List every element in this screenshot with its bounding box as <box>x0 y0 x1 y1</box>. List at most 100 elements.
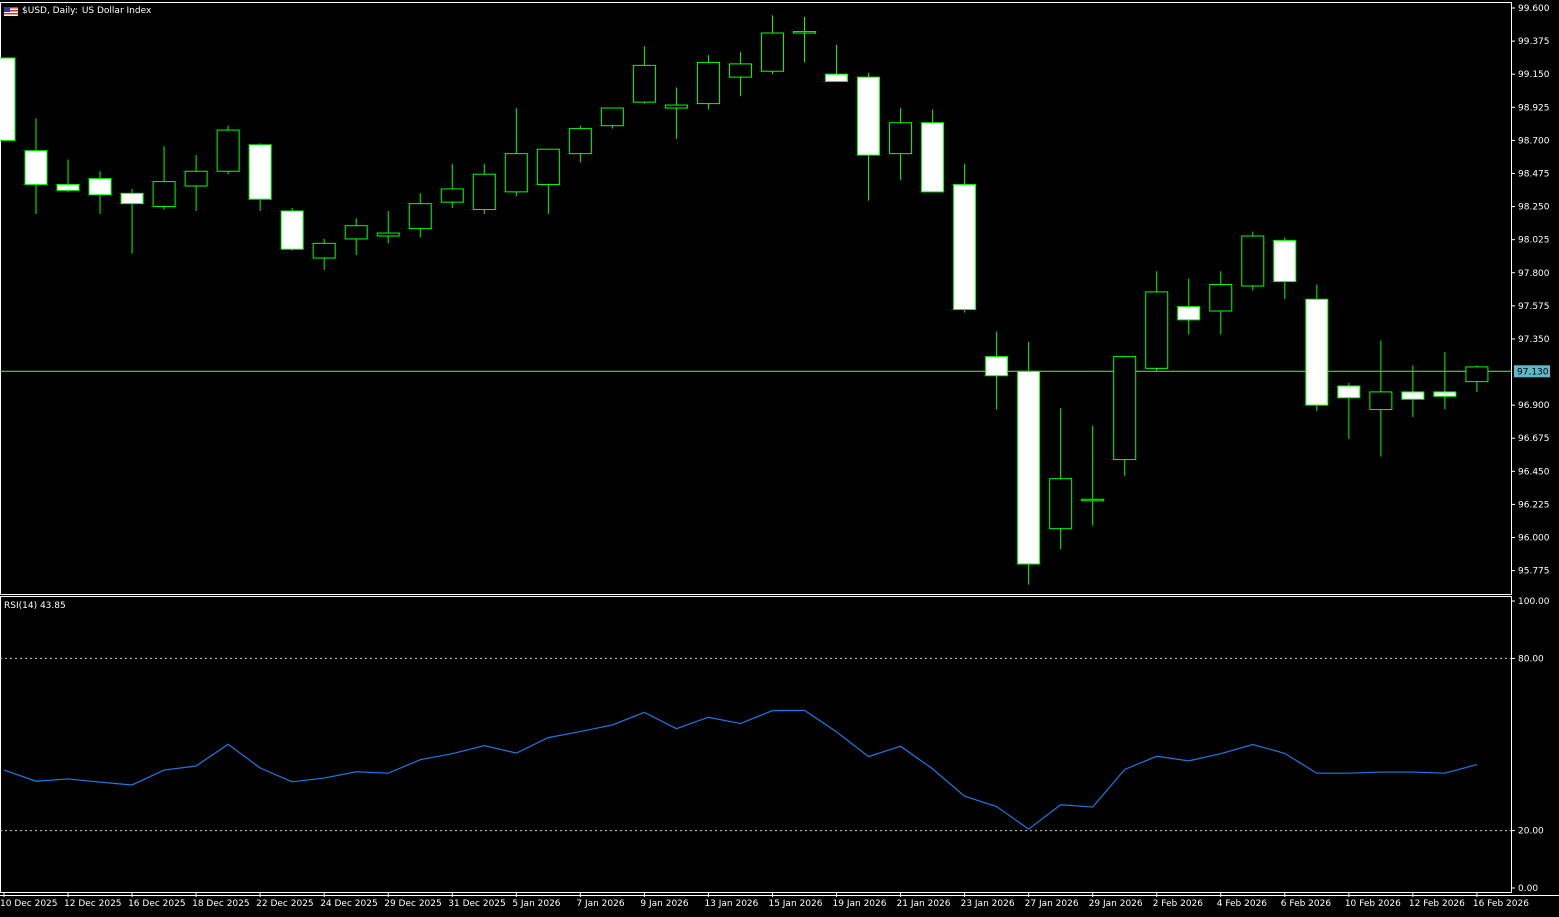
candle-body <box>344 225 368 240</box>
candle-body <box>1465 366 1489 383</box>
candle-body <box>1305 298 1329 406</box>
candle-body <box>985 356 1009 377</box>
time-axis-label: 24 Dec 2025 <box>320 899 378 909</box>
current-price-label: 97.130 <box>1517 367 1549 377</box>
time-axis-label: 22 Dec 2025 <box>256 899 314 909</box>
candle-body <box>88 178 112 196</box>
candle-body <box>953 184 977 311</box>
candle-body <box>120 192 144 205</box>
candle-body <box>408 203 432 230</box>
candle-body <box>1113 356 1137 461</box>
price-axis-label: 98.475 <box>1518 169 1550 179</box>
candle-body <box>728 63 752 78</box>
time-axis-label: 16 Dec 2025 <box>128 899 186 909</box>
price-axis-label: 97.575 <box>1518 302 1550 312</box>
candle-body <box>1145 291 1169 369</box>
price-axis-label: 99.600 <box>1518 4 1550 14</box>
candle-body <box>440 188 464 203</box>
time-axis-label: 7 Jan 2026 <box>576 899 624 909</box>
time-axis-label: 12 Feb 2026 <box>1409 899 1465 909</box>
candle-body <box>152 181 176 208</box>
chart-header: $USD, Daily: US Dollar Index <box>4 6 151 16</box>
candle-body <box>1049 478 1073 530</box>
candle-body <box>1241 235 1265 287</box>
rsi-header: RSI(14) 43.85 <box>4 601 66 611</box>
instrument-name: US Dollar Index <box>81 6 152 16</box>
candle-body <box>568 128 592 155</box>
candle-body <box>760 32 784 72</box>
candle-body <box>793 31 816 34</box>
candle-body <box>1209 284 1233 312</box>
price-axis-label: 98.925 <box>1518 103 1550 113</box>
time-axis-label: 10 Dec 2025 <box>0 899 58 909</box>
rsi-axis-label: 20.00 <box>1518 827 1544 837</box>
time-axis-label: 23 Jan 2026 <box>961 899 1015 909</box>
candle-body <box>312 242 336 259</box>
time-axis-label: 2 Feb 2026 <box>1153 899 1204 909</box>
candle-body <box>1081 498 1105 502</box>
time-axis-label: 13 Jan 2026 <box>704 899 758 909</box>
time-axis-label: 21 Jan 2026 <box>897 899 951 909</box>
candle-body <box>280 210 304 250</box>
rsi-axis-label: 80.00 <box>1518 654 1544 664</box>
time-axis-label: 4 Feb 2026 <box>1217 899 1268 909</box>
price-axis-label: 99.375 <box>1518 37 1550 47</box>
time-axis-label: 18 Dec 2025 <box>192 899 250 909</box>
time-axis-label: 31 Dec 2025 <box>448 899 506 909</box>
current-price-tag <box>1514 365 1550 378</box>
candle-body <box>1017 370 1041 565</box>
price-axis-label: 96.675 <box>1518 434 1550 444</box>
time-axis-label: 5 Jan 2026 <box>512 899 560 909</box>
rsi-pane-frame <box>0 596 1512 893</box>
time-axis-label: 15 Jan 2026 <box>768 899 822 909</box>
price-axis-label: 96.450 <box>1518 467 1550 477</box>
candle-body <box>472 173 496 211</box>
time-axis-label: 10 Feb 2026 <box>1345 899 1401 909</box>
candle-body <box>536 148 560 186</box>
price-axis-label: 96.900 <box>1518 401 1550 411</box>
time-axis-label: 27 Jan 2026 <box>1025 899 1079 909</box>
candle-body <box>248 144 272 200</box>
candle-body <box>921 122 945 193</box>
time-axis-label: 12 Dec 2025 <box>64 899 122 909</box>
time-axis-label: 16 Feb 2026 <box>1473 899 1529 909</box>
candle-body <box>216 129 240 172</box>
price-axis-label: 96.000 <box>1518 534 1550 544</box>
candle-body <box>889 122 913 155</box>
price-axis-label: 96.225 <box>1518 500 1550 510</box>
candle-body <box>24 150 48 186</box>
time-axis-label: 29 Jan 2026 <box>1089 899 1143 909</box>
time-axis-label: 9 Jan 2026 <box>640 899 688 909</box>
candle-body <box>56 184 80 191</box>
candle-body <box>184 170 208 187</box>
candle-body <box>825 73 849 83</box>
candle-body <box>664 104 688 109</box>
time-axis-label: 19 Jan 2026 <box>833 899 887 909</box>
price-axis-label: 97.800 <box>1518 269 1550 279</box>
price-axis-label: 97.350 <box>1518 335 1550 345</box>
price-axis-label: 98.700 <box>1518 136 1550 146</box>
symbol-label: $USD, Daily: <box>22 6 78 16</box>
rsi-axis-label: 100.00 <box>1518 597 1550 607</box>
candle-body <box>696 61 720 105</box>
price-axis-label: 99.150 <box>1518 70 1550 80</box>
candle-body <box>504 153 528 193</box>
candle-body <box>1369 391 1393 411</box>
candle-body <box>1337 385 1361 399</box>
candle-body <box>600 107 624 127</box>
candle-body <box>1273 239 1297 283</box>
rsi-line <box>3 709 1478 830</box>
candle-body <box>1401 391 1425 400</box>
candle-body <box>376 232 400 237</box>
price-axis-label: 98.250 <box>1518 203 1550 213</box>
candle-body <box>632 64 656 103</box>
candle-body <box>0 57 16 141</box>
time-axis-label: 29 Dec 2025 <box>384 899 442 909</box>
usa-flag-icon <box>4 6 18 16</box>
price-axis-label: 95.775 <box>1518 567 1550 577</box>
candle-body <box>1433 391 1457 397</box>
time-axis-label: 6 Feb 2026 <box>1281 899 1332 909</box>
candle-body <box>857 76 881 156</box>
